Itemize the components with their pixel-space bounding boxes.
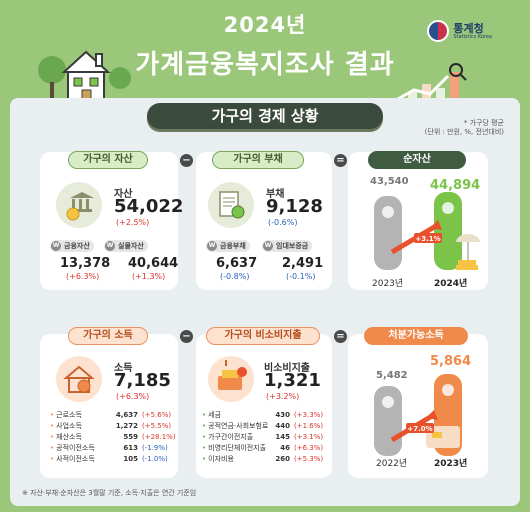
taegeuk-icon: [427, 20, 450, 42]
bank-coin-icon: [56, 182, 102, 228]
debt-change: (-0.6%): [268, 218, 298, 227]
financial-assets-change: (+6.3%): [66, 272, 100, 281]
disposable-2023-value: 5,864: [430, 354, 472, 369]
assets-label: 자산: [114, 189, 133, 200]
logo-subtext: Statistics Korea: [453, 33, 492, 40]
net-assets-2024-value: 44,894: [430, 178, 481, 193]
nonconsumption-label: 비소비지출: [264, 363, 310, 374]
income-card: [40, 334, 178, 478]
header-year: 2024년: [223, 13, 307, 37]
debt-pill: 가구의 부채: [212, 151, 304, 169]
debt-document-icon: [208, 182, 254, 228]
disposable-income-pill: 처분가능소득: [364, 327, 468, 345]
list-item: • 사적이전소득 105 (-1.0%): [50, 455, 168, 463]
logo-text: 통계청: [453, 21, 484, 35]
list-item: • 근로소득 4,637 (+5.6%): [50, 411, 172, 419]
nonconsumption-change: (+3.2%): [266, 392, 300, 401]
disposable-year-2023: 2023년: [434, 459, 468, 469]
real-assets-change: (+1.3%): [132, 272, 166, 281]
list-item: • 이자비용 260 (+5.3%): [202, 455, 324, 463]
wallet-card-icon: [208, 356, 254, 402]
financial-debt-change: (-0.8%): [220, 272, 250, 281]
svg-text:+3.1%: +3.1%: [415, 235, 440, 243]
net-assets-2023-value: 43,540: [370, 176, 409, 187]
list-item: • 비영리단체이전지출 46 (+6.3%): [202, 444, 324, 452]
disposable-income-card: [348, 334, 488, 478]
assets-change: (+2.5%): [116, 218, 150, 227]
rental-deposit-value: 2,491: [282, 256, 324, 271]
section-title: 가구의 경제 상황: [147, 103, 383, 129]
financial-assets-value: 13,378: [60, 256, 111, 271]
list-item: • 세금 430 (+3.3%): [202, 411, 324, 419]
nonconsumption-value: 1,321: [264, 370, 321, 391]
net-assets-year-2024: 2024년: [434, 279, 468, 289]
statistics-korea-logo: 통계청 Statistics Korea: [427, 20, 492, 42]
nonconsumption-breakdown-list: • 세금 430 (+3.3%) • 공적연금·사회보험료 440 (+1.6%) • 가구간…: [202, 410, 323, 465]
unit-note: * 가구당 평균 (단위 : 만원, %, 전년대비): [424, 119, 504, 136]
footnote: ※ 자산·부채·순자산은 3월말 기준, 소득·지출은 연간 기준임: [22, 489, 197, 497]
list-item: • 공적연금·사회보험료 440 (+1.6%): [202, 422, 324, 430]
income-value: 7,185: [114, 370, 171, 391]
svg-text:+7.0%: +7.0%: [407, 425, 432, 433]
real-assets-value: 40,644: [128, 256, 179, 271]
house-income-icon: [56, 356, 102, 402]
disposable-2022-value: 5,482: [376, 370, 408, 381]
nonconsumption-pill: 가구의 비소비지출: [206, 327, 320, 345]
minus-operator: −: [180, 154, 193, 167]
rental-deposit-pill: 임대보증금: [262, 240, 313, 252]
minus-operator-2: −: [180, 330, 193, 343]
list-item: • 가구간이전지출 145 (+3.1%): [202, 433, 324, 441]
net-assets-bar-chart: +3.1%: [374, 192, 480, 270]
assets-pill: 가구의 자산: [68, 151, 148, 169]
net-assets-year-2023: 2023년: [372, 279, 404, 289]
list-item: • 사업소득 1,272 (+5.5%): [50, 422, 172, 430]
disposable-income-bar-chart: +7.0%: [374, 374, 462, 456]
financial-debt-value: 6,637: [216, 256, 258, 271]
header-title: 가계금융복지조사 결과: [135, 50, 395, 80]
disposable-year-2022: 2022년: [376, 459, 408, 469]
financial-assets-pill: 금융자산: [50, 240, 94, 252]
assets-value: 54,022: [114, 196, 184, 217]
net-assets-pill: 순자산: [368, 151, 466, 169]
equals-operator: =: [334, 154, 347, 167]
equals-operator-2: =: [334, 330, 347, 343]
real-assets-pill: 실물자산: [104, 240, 148, 252]
debt-value: 9,128: [266, 196, 323, 217]
list-item: • 공적이전소득 613 (-1.9%): [50, 444, 168, 452]
rental-deposit-change: (-0.1%): [286, 272, 316, 281]
debt-label: 부채: [266, 189, 285, 200]
income-label: 소득: [114, 363, 133, 374]
income-change: (+6.3%): [116, 392, 150, 401]
financial-debt-pill: 금융부채: [206, 240, 250, 252]
list-item: • 재산소득 559 (+28.1%): [50, 433, 176, 441]
income-pill: 가구의 소득: [68, 327, 148, 345]
income-breakdown-list: • 근로소득 4,637 (+5.6%) • 사업소득 1,272 (+5.5%) • 재산소…: [50, 410, 176, 465]
